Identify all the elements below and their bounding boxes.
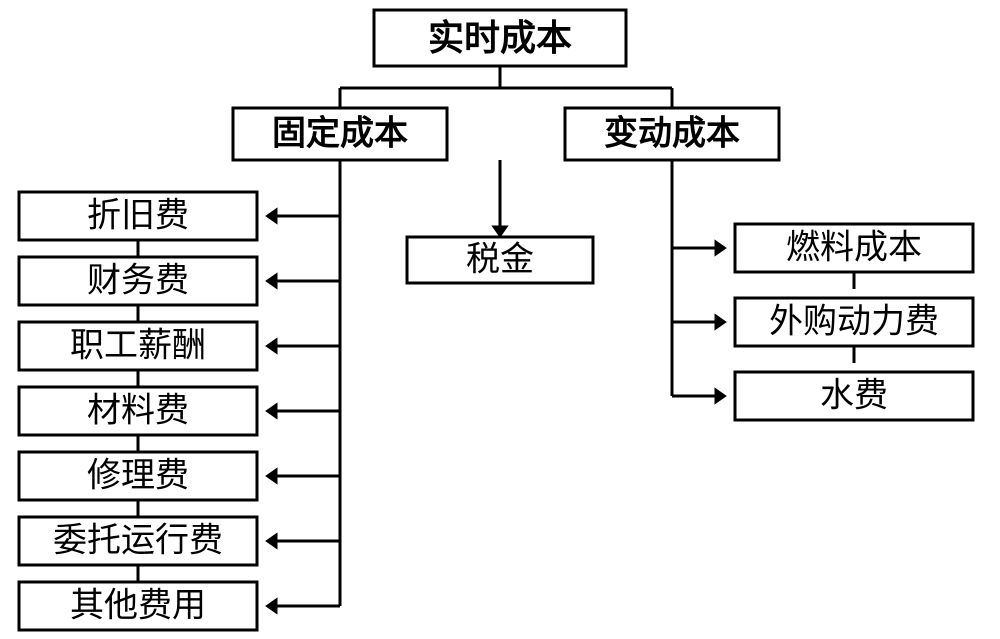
node-label-f0: 折旧费	[87, 197, 189, 235]
node-label-root: 实时成本	[428, 18, 572, 58]
node-fixed: 固定成本	[233, 108, 447, 160]
node-label-tax: 税金	[466, 241, 534, 279]
node-label-f2: 职工薪酬	[70, 328, 206, 365]
node-label-var: 变动成本	[604, 115, 740, 153]
node-f3: 材料费	[19, 387, 257, 435]
node-f4: 修理费	[19, 452, 257, 500]
node-f0: 折旧费	[19, 192, 257, 240]
nodes: 实时成本固定成本 变动成本折旧费财务费职工薪酬材料费修理费委托运行费其他费用 税金 燃…	[19, 10, 973, 630]
node-f1: 财务费	[19, 257, 257, 305]
node-label-f4: 修理费	[87, 457, 189, 495]
node-v0: 燃料成本	[735, 224, 973, 272]
node-f2: 职工薪酬	[19, 322, 257, 370]
node-label-f5: 委托运行费	[53, 522, 223, 560]
node-label-v0: 燃料成本	[786, 229, 922, 267]
node-f6: 其他费用	[19, 582, 257, 630]
node-label-f1: 财务费	[87, 262, 189, 300]
node-var: 变动成本	[565, 108, 779, 160]
node-tax: 税金	[407, 237, 593, 283]
cost-tree-diagram: 实时成本固定成本 变动成本折旧费财务费职工薪酬材料费修理费委托运行费其他费用 税金 燃…	[0, 0, 1000, 639]
node-v1: 外购动力费	[735, 298, 973, 346]
node-label-v1: 外购动力费	[769, 303, 939, 341]
node-root: 实时成本	[374, 10, 626, 66]
node-label-v2: 水费	[820, 377, 888, 415]
node-label-f6: 其他费用	[70, 587, 206, 625]
node-f5: 委托运行费	[19, 517, 257, 565]
node-label-f3: 材料费	[87, 392, 189, 430]
node-label-fixed: 固定成本	[272, 115, 408, 153]
node-v2: 水费	[735, 372, 973, 420]
